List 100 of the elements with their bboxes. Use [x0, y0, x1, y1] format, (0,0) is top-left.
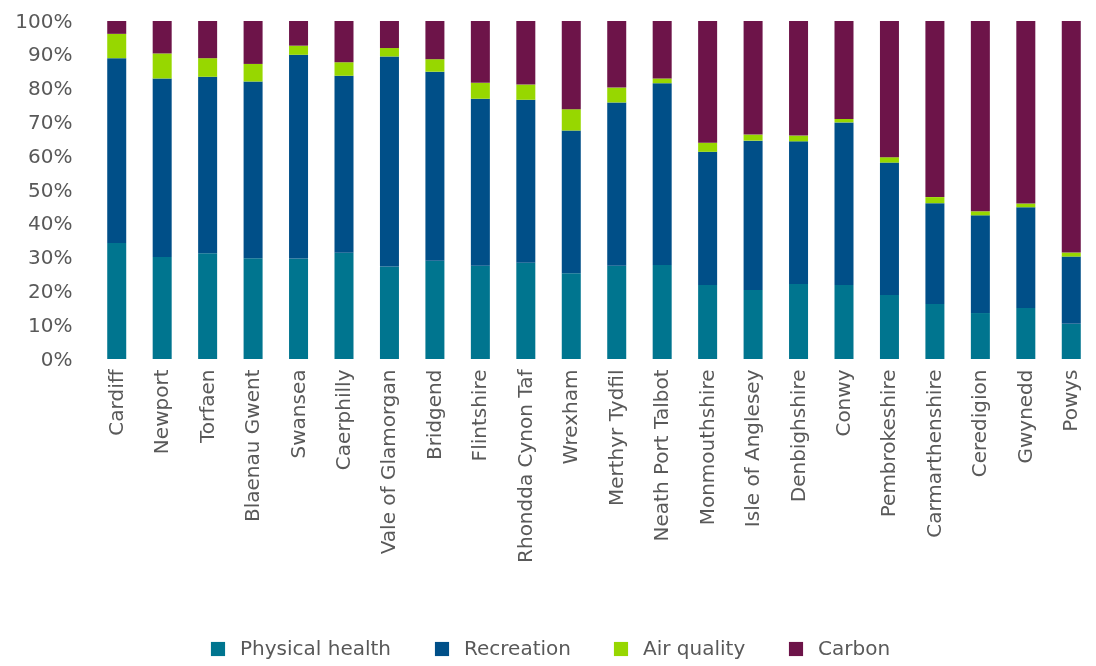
bar [743, 290, 763, 359]
x-tick-label: Gwynedd [1012, 369, 1037, 464]
bar [607, 265, 627, 359]
bar [970, 21, 990, 212]
bar [289, 45, 309, 55]
x-tick-label: Monmouthshire [694, 369, 719, 526]
bar [152, 53, 172, 79]
bar [152, 78, 172, 257]
bar [561, 21, 581, 110]
bar [107, 21, 127, 34]
x-tick-label: Blaenau Gwent [240, 369, 265, 522]
legend-label: Physical health [240, 636, 392, 660]
bar [925, 303, 945, 359]
bar [379, 21, 399, 49]
bar [789, 141, 809, 284]
bar [379, 48, 399, 57]
bar [516, 262, 536, 359]
bar [652, 83, 672, 266]
bar [1016, 21, 1036, 204]
bar [243, 258, 263, 359]
bar [607, 87, 627, 103]
y-tick-label: 60% [28, 143, 73, 168]
x-tick-label: Newport [149, 369, 174, 455]
bar [107, 33, 127, 59]
bar [1016, 307, 1036, 359]
x-tick-label: Pembrokeshire [876, 369, 901, 518]
bar [470, 21, 490, 83]
bar [698, 284, 718, 359]
bar [107, 58, 127, 244]
y-tick-label: 50% [28, 177, 73, 202]
bar [1061, 21, 1081, 253]
bar [198, 253, 218, 359]
bar [607, 102, 627, 266]
bar [243, 63, 263, 82]
x-tick-label: Isle of Anglesey [740, 369, 765, 528]
bar [289, 258, 309, 359]
bar [970, 215, 990, 314]
x-tick-label: Neath Port Talbot [649, 369, 674, 542]
x-tick-label: Vale of Glamorgan [376, 369, 401, 555]
y-tick-label: 0% [40, 346, 73, 371]
bar [334, 62, 354, 76]
bar [834, 122, 854, 285]
bar [698, 142, 718, 152]
bar [198, 76, 218, 254]
bar [470, 82, 490, 99]
bar [334, 21, 354, 63]
y-tick-label: 10% [28, 312, 73, 337]
bar [879, 162, 899, 296]
bar [879, 157, 899, 163]
x-tick-label: Cardiff [103, 368, 128, 436]
bar [1061, 323, 1081, 359]
bar [243, 81, 263, 259]
x-tick-label: Ceredigion [967, 369, 992, 478]
bar [970, 313, 990, 359]
bar [334, 75, 354, 253]
y-tick-label: 100% [15, 8, 73, 33]
bar [425, 260, 445, 359]
bar [198, 21, 218, 59]
x-tick-label: Wrexham [558, 369, 583, 465]
y-tick-label: 80% [28, 76, 73, 101]
x-tick-label: Flintshire [467, 369, 492, 462]
bar [698, 151, 718, 285]
bar [289, 54, 309, 259]
bar [789, 21, 809, 136]
x-tick-label: Swansea [285, 369, 310, 459]
bar [652, 78, 672, 84]
bar [470, 265, 490, 359]
bar [879, 295, 899, 359]
bar [425, 71, 445, 261]
bar [698, 21, 718, 143]
bar [379, 56, 399, 267]
bar [152, 21, 172, 54]
x-tick-label: Conwy [831, 369, 855, 437]
bar [334, 252, 354, 359]
bar [925, 203, 945, 304]
bar [652, 265, 672, 359]
bar [561, 130, 581, 274]
x-tick-label: Torfaen [194, 369, 219, 445]
bar [607, 21, 627, 88]
bar [425, 59, 445, 72]
x-tick-label: Denbighshire [785, 369, 810, 503]
y-tick-label: 30% [28, 245, 73, 270]
y-tick-label: 40% [28, 211, 73, 236]
legend-label: Carbon [818, 636, 891, 660]
y-tick-label: 70% [28, 109, 73, 134]
bar [425, 21, 445, 60]
x-tick-label: Powys [1058, 369, 1083, 432]
x-tick-label: Carmarthenshire [921, 369, 946, 538]
legend-label: Recreation [464, 636, 571, 660]
x-tick-label: Bridgend [421, 369, 446, 461]
bar [561, 273, 581, 359]
bar [516, 21, 536, 85]
bar [879, 21, 899, 158]
bar [743, 140, 763, 291]
bar [1061, 252, 1081, 257]
bar [379, 266, 399, 359]
y-tick-label: 20% [28, 278, 73, 303]
bar [243, 21, 263, 64]
bar [1061, 256, 1081, 324]
legend-label: Air quality [643, 636, 746, 660]
